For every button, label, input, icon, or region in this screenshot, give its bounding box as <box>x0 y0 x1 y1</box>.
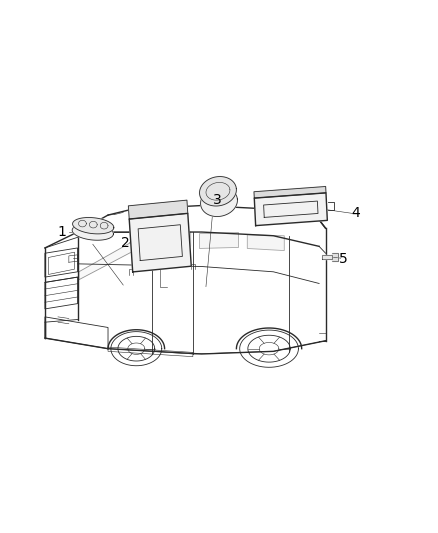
Text: 5: 5 <box>339 252 347 265</box>
Polygon shape <box>322 255 332 259</box>
Text: 4: 4 <box>352 206 360 221</box>
Polygon shape <box>332 253 338 261</box>
Polygon shape <box>128 200 188 219</box>
Polygon shape <box>199 232 239 248</box>
Polygon shape <box>247 235 284 251</box>
Polygon shape <box>200 176 237 206</box>
Text: 1: 1 <box>58 225 67 239</box>
Polygon shape <box>72 224 113 240</box>
Polygon shape <box>129 213 191 272</box>
Polygon shape <box>73 217 114 234</box>
Text: 3: 3 <box>212 193 221 207</box>
Text: 2: 2 <box>121 236 130 249</box>
Polygon shape <box>79 232 149 280</box>
Polygon shape <box>254 187 326 198</box>
Polygon shape <box>254 193 327 225</box>
Polygon shape <box>201 187 237 216</box>
Polygon shape <box>152 232 191 249</box>
